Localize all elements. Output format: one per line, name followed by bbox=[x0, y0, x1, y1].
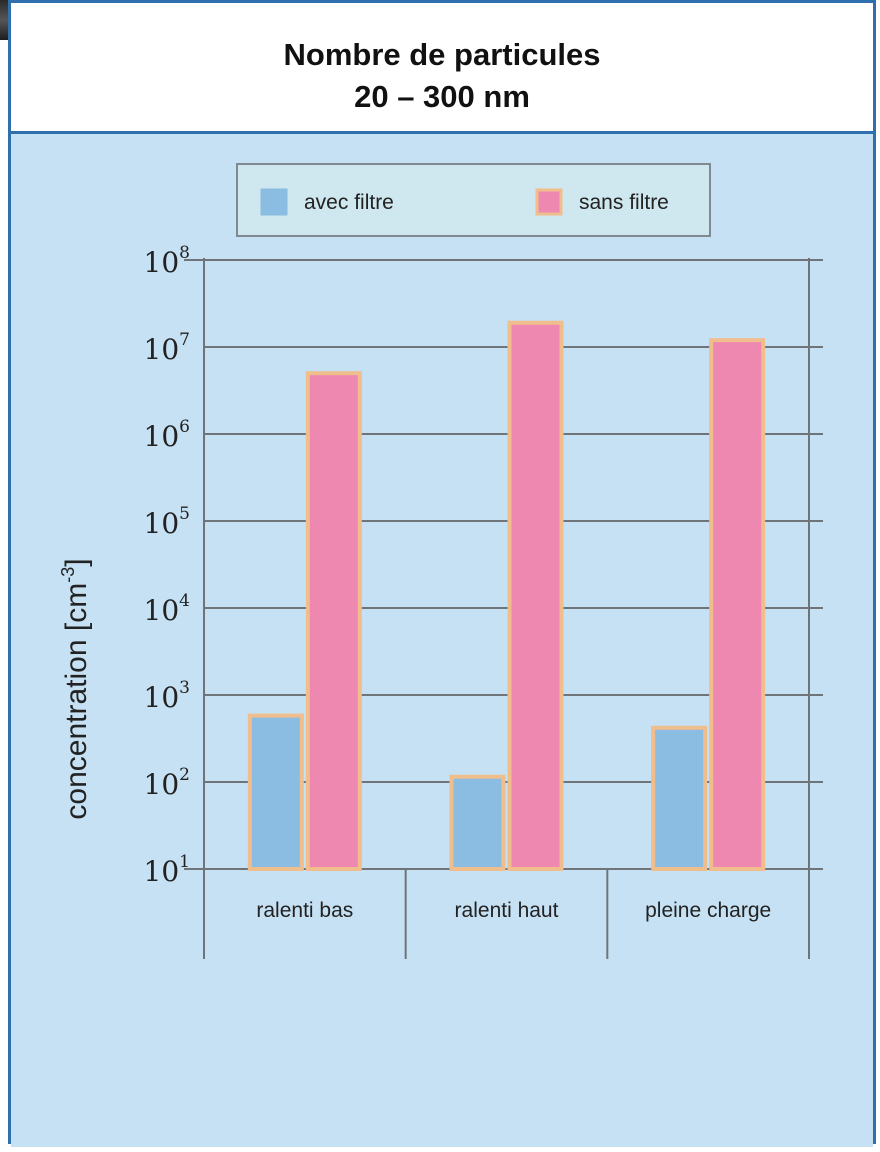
y-tick-label: 107 bbox=[144, 330, 190, 366]
chart-title-line-1: Nombre de particules bbox=[283, 37, 601, 72]
x-tick-labels: ralenti bas ralenti haut pleine charge bbox=[256, 899, 771, 922]
legend-swatch-avec-filtre bbox=[260, 188, 288, 216]
figure-frame: Nombre de particules 20 – 300 nm avec fi… bbox=[8, 0, 876, 1147]
legend: avec filtre sans filtre bbox=[236, 163, 711, 237]
legend-label-avec-filtre: avec filtre bbox=[304, 191, 394, 214]
y-tick-label: 106 bbox=[144, 417, 190, 453]
y-tick-label: 108 bbox=[144, 243, 190, 279]
y-axis-label: concentration [cm-3] bbox=[58, 558, 93, 819]
bars bbox=[247, 320, 766, 872]
chart-title: Nombre de particules 20 – 300 nm bbox=[11, 3, 873, 131]
y-tick-label: 104 bbox=[144, 591, 190, 627]
chart-title-line-2: 20 – 300 nm bbox=[354, 79, 530, 114]
bar-avec-filtre bbox=[651, 725, 708, 871]
y-tick-label: 101 bbox=[144, 852, 190, 888]
y-tick-labels: 101 102 103 104 105 106 107 108 bbox=[144, 243, 190, 888]
bar-sans-filtre bbox=[305, 371, 362, 871]
y-tick-label: 103 bbox=[144, 678, 190, 714]
legend-label-sans-filtre: sans filtre bbox=[579, 191, 669, 214]
plot-panel: avec filtre sans filtre concentration [c… bbox=[11, 131, 873, 1147]
x-tick-label: ralenti bas bbox=[256, 899, 353, 922]
bar-avec-filtre bbox=[449, 774, 506, 872]
legend-swatch-sans-filtre bbox=[535, 188, 563, 216]
x-tick-label: pleine charge bbox=[645, 899, 771, 922]
x-tick-label: ralenti haut bbox=[455, 899, 559, 922]
bar-sans-filtre bbox=[507, 320, 564, 872]
bar-avec-filtre bbox=[247, 713, 304, 872]
y-tick-label: 102 bbox=[144, 765, 190, 801]
bar-sans-filtre bbox=[709, 338, 766, 872]
y-tick-label: 105 bbox=[144, 504, 190, 540]
bar-chart: avec filtre sans filtre concentration [c… bbox=[58, 163, 823, 959]
